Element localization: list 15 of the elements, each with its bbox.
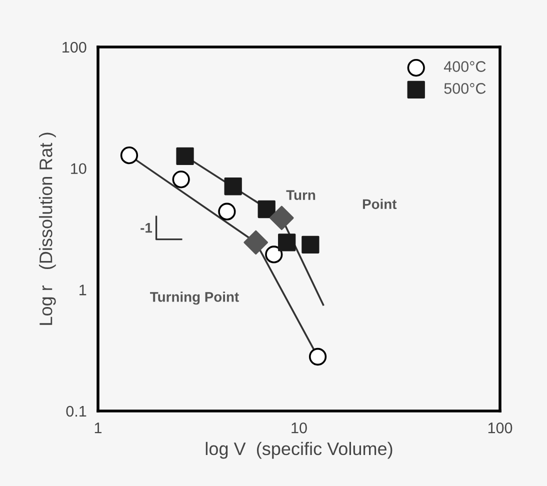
x-tick-label: 100 [488,422,512,434]
y-tick-label: 0.1 [66,406,86,417]
x-tick-label: 1 [94,422,102,434]
y-axis-title: Log r (Dissolution Rat ) [39,132,56,325]
annotation: Turn [286,190,316,200]
y-tick-label: 10 [71,163,86,174]
legend-label: 500°C [444,83,486,94]
legend-label: 400°C [444,61,486,72]
y-tick-label: 100 [62,42,86,53]
x-tick-label: 10 [292,422,307,434]
annotation: Point [362,198,397,210]
y-tick-label: 1 [80,284,86,296]
x-axis-title: log V (specific Volume) [206,442,392,459]
annotation: -1 [140,223,152,233]
annotation: Turning Point [150,292,239,305]
